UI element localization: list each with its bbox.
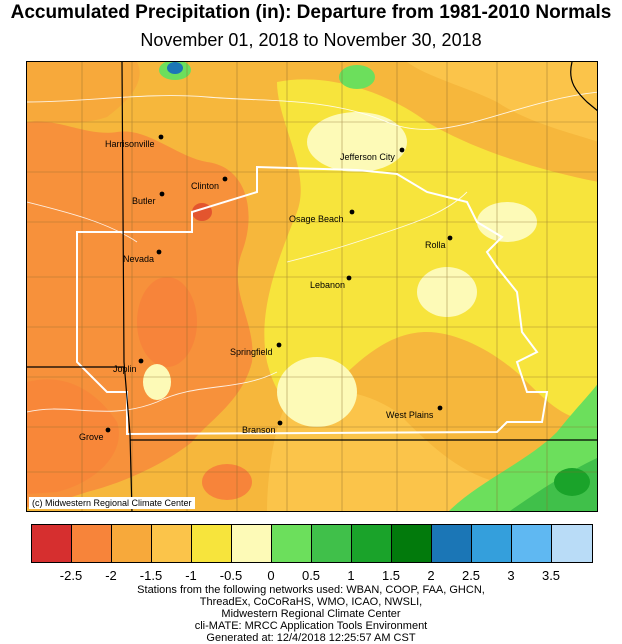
legend-swatch: [72, 525, 112, 562]
wet-core-kc: [167, 62, 183, 74]
city-label: Grove: [79, 432, 104, 442]
city-label: Springfield: [230, 347, 273, 357]
legend-swatch: [272, 525, 312, 562]
city-label: Osage Beach: [289, 214, 344, 224]
legend-swatch: [552, 525, 592, 562]
legend-swatch: [512, 525, 552, 562]
legend-tick-label: 0.5: [301, 568, 321, 583]
legend-tick-label: -0.5: [219, 568, 243, 583]
wet-patch-north: [339, 65, 375, 89]
city-label: Rolla: [425, 240, 446, 250]
city-dot: [138, 358, 144, 364]
city-dot: [158, 134, 164, 140]
legend-swatch: [112, 525, 152, 562]
dry-core-nevada: [137, 277, 197, 367]
legend-swatch: [192, 525, 232, 562]
legend-swatch: [472, 525, 512, 562]
legend-swatch: [352, 525, 392, 562]
forecast-area-boundary: [76, 165, 549, 436]
city-dot: [159, 191, 165, 197]
city-dot: [222, 176, 228, 182]
zone-south-central: [267, 391, 597, 511]
city-dot: [277, 420, 283, 426]
city-dot: [399, 147, 405, 153]
copyright-notice: (c) Midwestern Regional Climate Center: [29, 497, 195, 509]
legend-swatch: [432, 525, 472, 562]
legend-tick-label: 1.5: [381, 568, 401, 583]
legend-tick-label: -1: [185, 568, 197, 583]
city-label: Clinton: [191, 181, 219, 191]
city-label: Lebanon: [310, 280, 345, 290]
legend-swatch: [312, 525, 352, 562]
city-label: Joplin: [113, 364, 137, 374]
legend-tick-label: 1: [347, 568, 355, 583]
date-range-subtitle: November 01, 2018 to November 30, 2018: [140, 30, 482, 50]
precipitation-map: Harrisonville Jefferson City Clinton But…: [26, 61, 598, 512]
dry-zone-southwest: [27, 379, 119, 494]
city-label: West Plains: [386, 410, 434, 420]
map-title: Accumulated Precipitation (in): Departur…: [10, 2, 612, 23]
legend-tick-label: 2.5: [461, 568, 481, 583]
city-dot: [276, 342, 282, 348]
footer-line: ThreadEx, CoCoRaHS, WMO, ICAO, NWSLI,: [199, 596, 423, 608]
legend-tick-label: 3: [507, 568, 515, 583]
city-dot: [349, 209, 355, 215]
footer-line: cli-MATE: MRCC Application Tools Environ…: [194, 620, 428, 632]
legend-swatch: [232, 525, 272, 562]
footer-line: Stations from the following networks use…: [137, 584, 485, 596]
dry-zone-northwest: [27, 62, 140, 124]
normal-patch-springfield: [277, 357, 357, 427]
legend-tick-labels: -2.5 -2 -1.5 -1 -0.5 0 0.5 1 1.5 2 2.5 3 3.5: [0, 568, 622, 584]
legend-tick-label: 3.5: [541, 568, 561, 583]
city-dot: [447, 235, 453, 241]
state-lines: [27, 62, 597, 511]
city-markers: Harrisonville Jefferson City Clinton But…: [79, 134, 453, 442]
legend-tick-label: -2.5: [59, 568, 83, 583]
city-dot: [346, 275, 352, 281]
city-dot: [156, 249, 162, 255]
footer-line: Midwestern Regional Climate Center: [221, 608, 401, 620]
county-lines: [27, 62, 597, 511]
zone-northeast: [407, 62, 597, 142]
footer-line: Generated at: 12/4/2018 12:25:57 AM CST: [206, 632, 416, 644]
city-label: Branson: [242, 425, 276, 435]
city-label: Jefferson City: [340, 152, 395, 162]
legend-swatch: [392, 525, 432, 562]
legend-tick-label: -1.5: [139, 568, 163, 583]
city-dot: [437, 405, 443, 411]
rivers: [27, 91, 597, 413]
legend-tick-label: 0: [267, 568, 275, 583]
dry-core-south: [202, 464, 252, 500]
normal-patch-joplin: [143, 364, 171, 400]
city-label: Nevada: [123, 254, 154, 264]
city-label: Harrisonville: [105, 139, 155, 149]
city-label: Butler: [132, 196, 156, 206]
legend-swatch: [32, 525, 72, 562]
color-legend: [31, 524, 593, 563]
legend-tick-label: 2: [427, 568, 435, 583]
footer-credits: Stations from the following networks use…: [0, 584, 622, 644]
map-canvas: Harrisonville Jefferson City Clinton But…: [27, 62, 597, 511]
legend-swatch: [152, 525, 192, 562]
legend-tick-label: -2: [105, 568, 117, 583]
wet-core-deep: [554, 468, 590, 496]
normal-patch-north: [307, 112, 407, 172]
city-dot: [105, 427, 111, 433]
